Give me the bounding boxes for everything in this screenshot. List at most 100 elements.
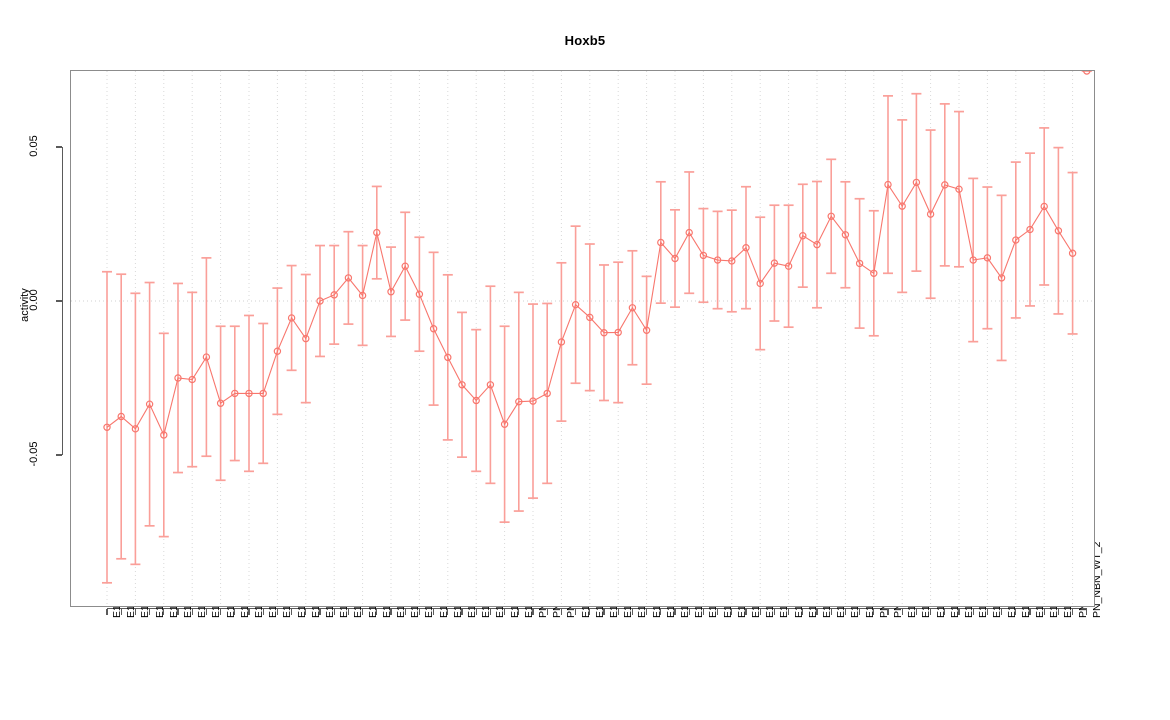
data-point: [373, 228, 381, 237]
x-tick-mark: [503, 609, 506, 615]
data-point: [571, 300, 580, 309]
x-tick-mark: [574, 609, 577, 615]
data-point: [983, 254, 992, 262]
error-bars: [102, 71, 1092, 584]
x-tick-mark: [262, 609, 264, 615]
x-tick-mark: [731, 609, 733, 615]
x-tick-mark: [404, 609, 406, 615]
x-tick-mark: [1071, 609, 1074, 615]
x-tick-mark: [489, 609, 492, 615]
data-point: [912, 178, 921, 187]
x-tick-mark: [290, 609, 293, 615]
x-tick-mark: [1057, 609, 1060, 615]
data-point: [941, 181, 949, 189]
data-point: [756, 279, 764, 288]
x-tick-mark: [219, 609, 222, 615]
data-point: [145, 400, 154, 408]
x-tick-mark: [915, 609, 918, 615]
plot-area: [70, 70, 1095, 607]
x-tick-mark: [461, 609, 463, 615]
data-point: [188, 375, 196, 384]
data-point: [600, 329, 608, 337]
x-tick-mark: [447, 609, 449, 615]
data-point: [458, 381, 466, 389]
x-tick-mark: [532, 609, 534, 615]
data-point: [642, 326, 651, 334]
data-point: [813, 240, 821, 249]
x-tick-mark: [645, 609, 648, 615]
data-point: [529, 397, 537, 405]
x-tick-mark: [418, 609, 421, 615]
x-tick-mark: [376, 609, 378, 615]
data-point: [401, 262, 409, 270]
x-tick-mark: [305, 609, 307, 615]
page-title: Hoxb5: [564, 33, 606, 48]
x-tick-mark: [745, 609, 747, 615]
x-tick-mark: [873, 609, 875, 615]
data-point: [415, 290, 424, 298]
data-point: [713, 256, 722, 264]
data-point: [330, 291, 338, 299]
x-tick-mark: [674, 609, 676, 615]
data-point: [955, 185, 963, 193]
x-tick-mark: [347, 609, 350, 615]
data-point: [174, 374, 182, 382]
data-point: [699, 251, 708, 260]
data-point: [898, 202, 906, 210]
data-point: [543, 389, 551, 398]
x-tick-mark: [802, 609, 804, 615]
data-point: [742, 244, 750, 252]
x-tick-mark: [1015, 609, 1017, 615]
data-point: [884, 180, 892, 189]
data-point: [316, 297, 324, 305]
x-tick-mark: [944, 609, 946, 615]
series-line: [106, 181, 1074, 437]
x-tick-mark: [432, 609, 435, 615]
x-tick-mark: [276, 609, 279, 615]
data-point: [131, 425, 140, 433]
data-points: [103, 71, 1091, 439]
x-tick-mark: [660, 609, 662, 615]
data-point: [728, 257, 736, 265]
x-tick-mark: [134, 609, 137, 615]
x-tick-mark: [518, 609, 520, 615]
x-tick-mark: [163, 609, 165, 615]
y-tick-label: 0.00: [28, 289, 40, 311]
data-point: [302, 334, 310, 343]
x-tick-mark: [1086, 609, 1088, 615]
data-point: [685, 228, 693, 237]
data-point: [429, 325, 438, 333]
x-tick-mark: [702, 609, 705, 615]
data-point: [202, 353, 211, 361]
data-point: [969, 256, 977, 264]
x-tick-mark: [972, 609, 974, 615]
x-tick-mark: [1029, 609, 1031, 615]
data-point: [657, 238, 665, 247]
x-tick-mark: [475, 609, 477, 615]
data-point: [1040, 202, 1048, 211]
x-tick-mark: [560, 609, 563, 615]
data-point: [216, 399, 225, 407]
data-point: [444, 353, 452, 362]
x-tick-mark: [205, 609, 208, 615]
data-point: [515, 398, 523, 406]
x-tick-mark: [858, 609, 861, 615]
data-point: [117, 412, 125, 421]
data-point: [997, 274, 1006, 282]
x-tick-mark: [986, 609, 989, 615]
data-point: [472, 396, 480, 405]
data-point: [855, 259, 864, 268]
data-point: [841, 231, 850, 239]
data-point: [784, 262, 793, 270]
x-tick-mark: [929, 609, 932, 615]
x-tick-mark: [1043, 609, 1045, 615]
data-point: [614, 328, 622, 337]
x-tick-mark: [617, 609, 619, 615]
data-point: [1026, 225, 1034, 234]
data-point: [500, 420, 509, 428]
x-tick-mark: [589, 609, 591, 615]
data-point: [259, 389, 267, 398]
x-tick-mark: [631, 609, 634, 615]
y-tick-mark: [56, 454, 62, 456]
